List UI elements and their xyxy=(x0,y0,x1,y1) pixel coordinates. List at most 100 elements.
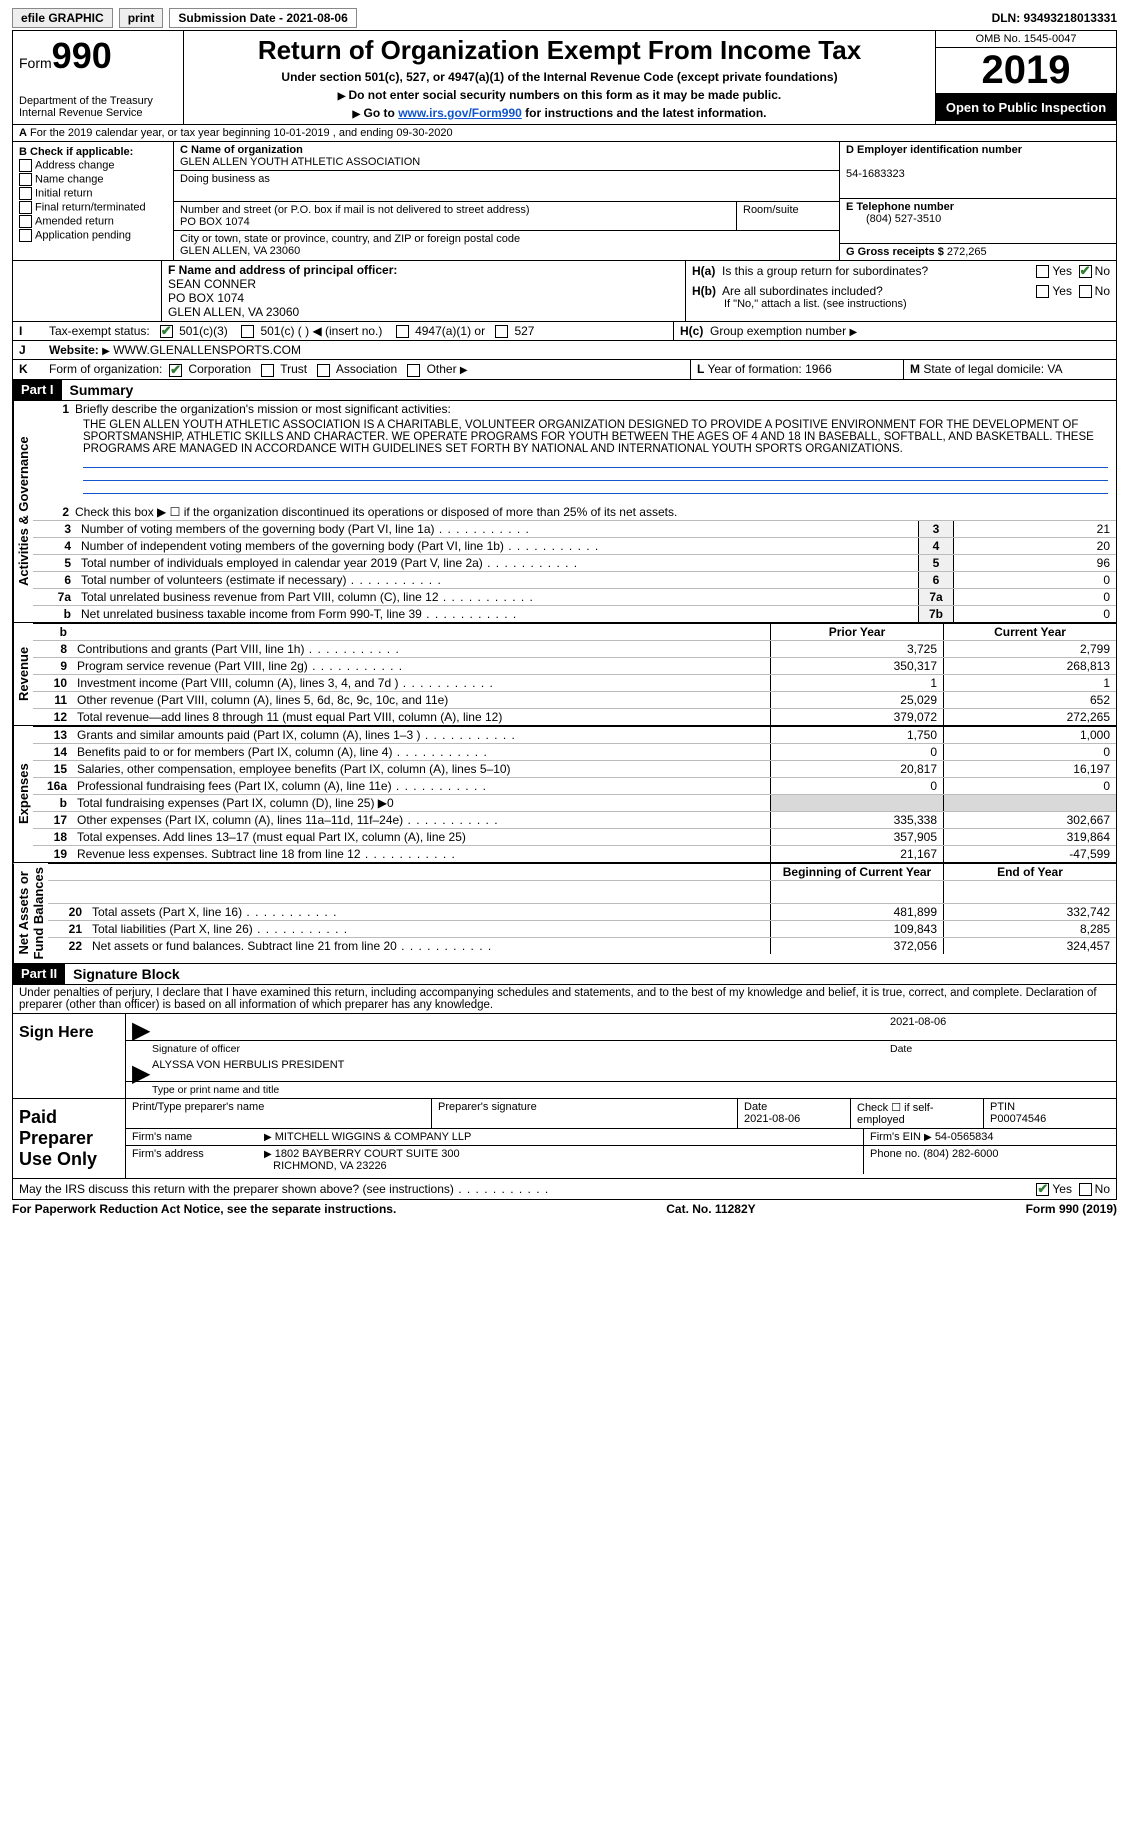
firm-ein: Firm's EIN 54-0565834 xyxy=(864,1129,1116,1145)
cb-application-pending[interactable]: Application pending xyxy=(19,229,167,242)
cb-501c[interactable] xyxy=(241,325,254,338)
na-spacer xyxy=(48,880,1116,903)
fin-header: b Prior Year Current Year xyxy=(33,623,1116,640)
form-subtitle: Under section 501(c), 527, or 4947(a)(1)… xyxy=(192,70,927,84)
cb-other[interactable] xyxy=(407,364,420,377)
street-cell: Number and street (or P.O. box if mail i… xyxy=(174,202,736,230)
sign-here-label: Sign Here xyxy=(13,1014,126,1098)
room-cell: Room/suite xyxy=(736,202,839,230)
netassets-section: Net Assets or Fund Balances Beginning of… xyxy=(12,863,1117,964)
cb-initial-return[interactable]: Initial return xyxy=(19,187,167,200)
perjury-statement: Under penalties of perjury, I declare th… xyxy=(12,985,1117,1014)
pra-notice: For Paperwork Reduction Act Notice, see … xyxy=(12,1202,396,1216)
line-18: 18Total expenses. Add lines 13–17 (must … xyxy=(33,828,1116,845)
cb-final-return[interactable]: Final return/terminated xyxy=(19,201,167,214)
line-8: 8Contributions and grants (Part VIII, li… xyxy=(33,640,1116,657)
tax-year: 2019 xyxy=(936,48,1116,94)
row-k: K Form of organization: Corporation Trus… xyxy=(12,360,1117,379)
part-ii-header: Part II Signature Block xyxy=(12,964,1117,985)
cb-address-change[interactable]: Address change xyxy=(19,159,167,172)
date-label: Date xyxy=(890,1043,1110,1055)
preparer-date-cell: Date2021-08-06 xyxy=(738,1099,851,1128)
cb-4947[interactable] xyxy=(396,325,409,338)
line-12: 12Total revenue—add lines 8 through 11 (… xyxy=(33,708,1116,725)
ha-yes[interactable] xyxy=(1036,265,1049,278)
firm-name-lbl: Firm's name xyxy=(126,1129,258,1145)
submission-date-label: Submission Date - 2021-08-06 xyxy=(169,8,356,28)
firm-name: MITCHELL WIGGINS & COMPANY LLP xyxy=(258,1129,864,1145)
line-10: 10Investment income (Part VIII, column (… xyxy=(33,674,1116,691)
cb-501c3[interactable] xyxy=(160,325,173,338)
line-20: 20Total assets (Part X, line 16)481,8993… xyxy=(48,903,1116,920)
sig-officer-label: Signature of officer xyxy=(152,1043,890,1055)
state-domicile: M State of legal domicile: VA xyxy=(903,360,1116,378)
sign-here-block: Sign Here ▶ 2021-08-06 Signature of offi… xyxy=(12,1014,1117,1099)
cb-association[interactable] xyxy=(317,364,330,377)
preparer-name-cell: Print/Type preparer's name xyxy=(126,1099,432,1128)
paid-preparer-block: Paid Preparer Use Only Print/Type prepar… xyxy=(12,1099,1117,1179)
omb-number: OMB No. 1545-0047 xyxy=(936,31,1116,48)
side-label-exp: Expenses xyxy=(13,726,33,862)
ha-no[interactable] xyxy=(1079,265,1092,278)
hb-yes[interactable] xyxy=(1036,285,1049,298)
ein-cell: D Employer identification number 54-1683… xyxy=(840,142,1116,199)
top-toolbar: efile GRAPHIC print Submission Date - 20… xyxy=(12,8,1117,28)
h-a: H(a) Is this a group return for subordin… xyxy=(686,261,1116,281)
discuss-no[interactable] xyxy=(1079,1183,1092,1196)
row-i: I Tax-exempt status: 501(c)(3) 501(c) ( … xyxy=(12,322,1117,341)
line-22: 22Net assets or fund balances. Subtract … xyxy=(48,937,1116,954)
line-2: 2Check this box ▶ ☐ if the organization … xyxy=(33,504,1116,520)
line-9: 9Program service revenue (Part VIII, lin… xyxy=(33,657,1116,674)
cat-number: Cat. No. 11282Y xyxy=(666,1202,755,1216)
dba-cell: Doing business as xyxy=(174,171,839,202)
cb-amended-return[interactable]: Amended return xyxy=(19,215,167,228)
discuss-row: May the IRS discuss this return with the… xyxy=(12,1179,1117,1200)
revenue-section: Revenue b Prior Year Current Year 8Contr… xyxy=(12,623,1117,726)
selfemp-cell[interactable]: Check ☐ if self-employed xyxy=(851,1099,984,1128)
line-11: 11Other revenue (Part VIII, column (A), … xyxy=(33,691,1116,708)
open-inspection-badge: Open to Public Inspection xyxy=(936,94,1116,121)
paid-preparer-label: Paid Preparer Use Only xyxy=(13,1099,126,1178)
cb-corporation[interactable] xyxy=(169,364,182,377)
line-6: 6Total number of volunteers (estimate if… xyxy=(33,571,1116,588)
irs-link[interactable]: www.irs.gov/Form990 xyxy=(398,106,522,120)
org-name-cell: C Name of organization GLEN ALLEN YOUTH … xyxy=(174,142,839,171)
line-7a: 7aTotal unrelated business revenue from … xyxy=(33,588,1116,605)
h-c: H(c) Group exemption number xyxy=(673,322,1116,340)
print-button[interactable]: print xyxy=(119,8,164,28)
page-footer: For Paperwork Reduction Act Notice, see … xyxy=(12,1200,1117,1216)
officer-h-row: F Name and address of principal officer:… xyxy=(12,261,1117,322)
line-5: 5Total number of individuals employed in… xyxy=(33,554,1116,571)
row-j: J Website: WWW.GLENALLENSPORTS.COM xyxy=(12,341,1117,360)
firm-addr-lbl: Firm's address xyxy=(126,1146,258,1174)
efile-button[interactable]: efile GRAPHIC xyxy=(12,8,113,28)
line-15: 15Salaries, other compensation, employee… xyxy=(33,760,1116,777)
principal-officer: F Name and address of principal officer:… xyxy=(162,261,686,321)
cb-name-change[interactable]: Name change xyxy=(19,173,167,186)
line-17: 17Other expenses (Part IX, column (A), l… xyxy=(33,811,1116,828)
form-number: Form990 xyxy=(19,35,177,77)
line-3: 3Number of voting members of the governi… xyxy=(33,520,1116,537)
identity-grid: B Check if applicable: Address change Na… xyxy=(12,142,1117,261)
form-header: Form990 Department of the Treasury Inter… xyxy=(12,30,1117,125)
hb-no[interactable] xyxy=(1079,285,1092,298)
discuss-yes[interactable] xyxy=(1036,1183,1049,1196)
col-b-checkboxes: B Check if applicable: Address change Na… xyxy=(13,142,174,260)
side-label-rev: Revenue xyxy=(13,623,33,725)
form-title: Return of Organization Exempt From Incom… xyxy=(192,35,927,66)
cb-527[interactable] xyxy=(495,325,508,338)
gross-receipts-cell: G Gross receipts $ 272,265 xyxy=(840,244,1116,260)
line-16a: 16aProfessional fundraising fees (Part I… xyxy=(33,777,1116,794)
row-a-taxyear: A For the 2019 calendar year, or tax yea… xyxy=(12,125,1117,142)
line-4: 4Number of independent voting members of… xyxy=(33,537,1116,554)
mission-text: THE GLEN ALLEN YOUTH ATHLETIC ASSOCIATIO… xyxy=(33,417,1116,455)
dln-label: DLN: 93493218013331 xyxy=(992,11,1117,25)
part-i-header: Part I Summary xyxy=(12,380,1117,401)
ptin-cell: PTINP00074546 xyxy=(984,1099,1116,1128)
mission-lines xyxy=(33,455,1116,494)
firm-addr: 1802 BAYBERRY COURT SUITE 300 RICHMOND, … xyxy=(258,1146,864,1174)
instruction-nossn: Do not enter social security numbers on … xyxy=(192,88,927,102)
cb-trust[interactable] xyxy=(261,364,274,377)
na-header: Beginning of Current Year End of Year xyxy=(48,863,1116,880)
line-7b: bNet unrelated business taxable income f… xyxy=(33,605,1116,622)
